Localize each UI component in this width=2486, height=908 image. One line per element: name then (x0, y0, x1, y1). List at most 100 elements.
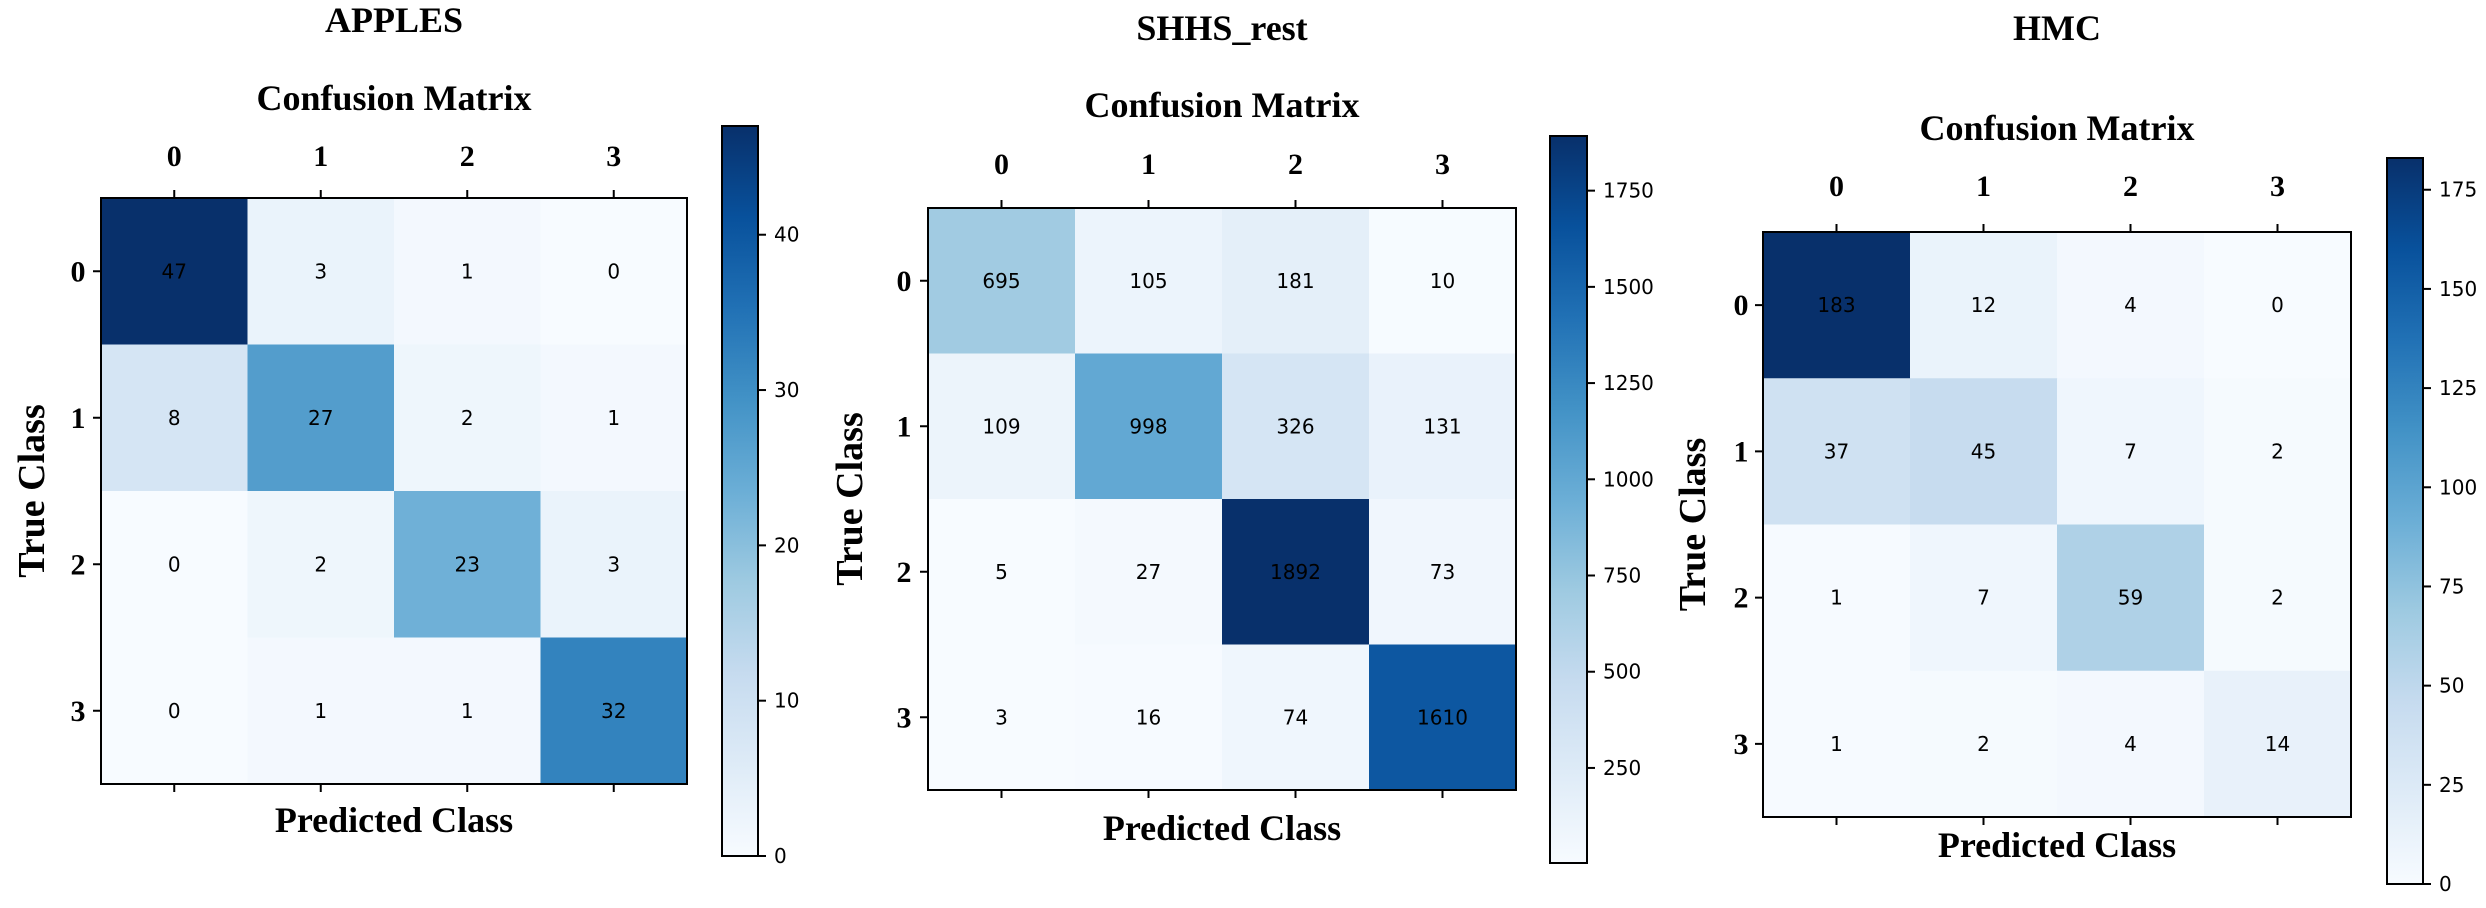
cell-value-label: 0 (2271, 293, 2284, 317)
y-axis-label: True Class (1672, 438, 1714, 611)
colorbar-tick-label: 20 (774, 533, 799, 557)
cell-value-label: 1610 (1417, 705, 1468, 729)
cell-value-label: 4 (2124, 732, 2137, 756)
heatmap-cell (2057, 524, 2205, 672)
heatmap-cell (2204, 524, 2352, 672)
cell-value-label: 2 (314, 552, 327, 576)
cell-value-label: 3 (607, 552, 620, 576)
cell-value-label: 105 (1129, 269, 1167, 293)
cell-value-label: 73 (1430, 560, 1455, 584)
heatmap-cell (394, 637, 541, 785)
x-tick-label: 2 (1288, 148, 1303, 181)
y-tick-label: 3 (897, 701, 912, 734)
colorbar-gradient (2387, 158, 2423, 884)
chart-title: Confusion Matrix (1919, 108, 2194, 148)
colorbar-tick-label: 500 (1603, 660, 1641, 684)
y-tick-label: 3 (1734, 728, 1749, 761)
cell-value-label: 1892 (1270, 560, 1321, 584)
cell-value-label: 37 (1824, 439, 1849, 463)
cell-value-label: 183 (1817, 293, 1855, 317)
colorbar-tick-label: 30 (774, 378, 799, 402)
cell-value-label: 1 (1830, 732, 1843, 756)
y-axis-label: True Class (829, 412, 871, 585)
colorbar-tick-label: 125 (2439, 376, 2477, 400)
colorbar: 0 10 20 30 40 (721, 125, 799, 868)
colorbar-tick-label: 10 (774, 689, 799, 713)
heatmap-cell (1075, 208, 1223, 354)
x-tick-label: 0 (994, 148, 1009, 181)
axes-frame (927, 207, 1517, 791)
cell-value-label: 23 (455, 552, 480, 576)
colorbar-gradient (1550, 136, 1587, 863)
y-tick-label: 1 (897, 410, 912, 443)
heatmap-cell (928, 499, 1076, 645)
cell-value-label: 1 (314, 699, 327, 723)
x-tick-label: 3 (606, 140, 621, 173)
heatmap-cell (2204, 378, 2352, 525)
panel-title: HMC (2013, 8, 2101, 48)
y-tick-label: 2 (71, 548, 86, 581)
y-tick-label: 1 (1734, 435, 1749, 468)
cell-value-label: 0 (168, 552, 181, 576)
cell-value-label: 3 (314, 259, 327, 283)
y-tick-label: 1 (71, 402, 86, 435)
heatmap-cell (394, 198, 541, 345)
cell-value-label: 10 (1430, 269, 1455, 293)
cell-value-label: 326 (1276, 414, 1314, 438)
cell-value-label: 59 (2118, 586, 2143, 610)
y-tick-label: 0 (71, 255, 86, 288)
heatmap-cell (928, 644, 1076, 791)
heatmap-cell (1763, 670, 1911, 818)
heatmap-cell (1075, 644, 1223, 791)
cell-value-label: 1 (461, 259, 474, 283)
panel-title: SHHS_rest (1136, 8, 1307, 48)
heatmap-cell (1075, 353, 1223, 500)
x-tick-label: 1 (313, 140, 328, 173)
heatmap-cell (247, 344, 395, 492)
cell-value-label: 0 (607, 259, 620, 283)
colorbar-tick-label: 25 (2439, 773, 2464, 797)
heatmap-cell (1222, 353, 1370, 500)
heatmap-cell (540, 491, 688, 638)
x-tick-label: 3 (1435, 148, 1450, 181)
cell-value-label: 45 (1971, 439, 1996, 463)
cell-value-label: 7 (1977, 586, 1990, 610)
heatmap-cell (1763, 232, 1911, 379)
heatmap-cell (2057, 670, 2205, 818)
x-axis-label: Predicted Class (1938, 825, 2176, 865)
x-tick-label: 2 (2123, 170, 2138, 203)
heatmap-cell (247, 637, 395, 785)
y-tick-label: 3 (71, 695, 86, 728)
colorbar-tick-label: 75 (2439, 574, 2464, 598)
heatmap-cell (2057, 232, 2205, 379)
heatmap-cell (101, 637, 248, 785)
heatmap-cell (1222, 644, 1370, 791)
colorbar-frame (2386, 157, 2424, 885)
x-tick-label: 1 (1976, 170, 1991, 203)
colorbar-tick-label: 1750 (1603, 179, 1654, 203)
cell-value-label: 131 (1423, 414, 1461, 438)
cell-value-label: 5 (995, 560, 1008, 584)
panel-title: APPLES (325, 0, 463, 40)
heatmap-cell (1910, 232, 2058, 379)
cell-value-label: 1 (607, 406, 620, 430)
colorbar-tick-label: 1250 (1603, 371, 1654, 395)
cell-value-label: 27 (308, 406, 333, 430)
colorbar-tick-label: 100 (2439, 475, 2477, 499)
colorbar-tick-label: 1000 (1603, 467, 1654, 491)
colorbar: 0 25 50 75 100 125 150 175 (2386, 157, 2477, 896)
cell-value-label: 2 (2271, 439, 2284, 463)
heatmap-cell (1763, 524, 1911, 672)
y-tick-label: 0 (897, 265, 912, 298)
heatmap-cell (101, 344, 248, 492)
colorbar-frame (721, 125, 759, 857)
heatmap-cell (1763, 378, 1911, 525)
colorbar: 250 500 750 1000 1250 1500 1750 (1549, 135, 1654, 864)
cell-value-label: 2 (1977, 732, 1990, 756)
axes-frame (1762, 231, 2352, 818)
heatmap-cell (1369, 208, 1517, 354)
colorbar-tick-label: 175 (2439, 178, 2477, 202)
heatmap-cell (1910, 670, 2058, 818)
